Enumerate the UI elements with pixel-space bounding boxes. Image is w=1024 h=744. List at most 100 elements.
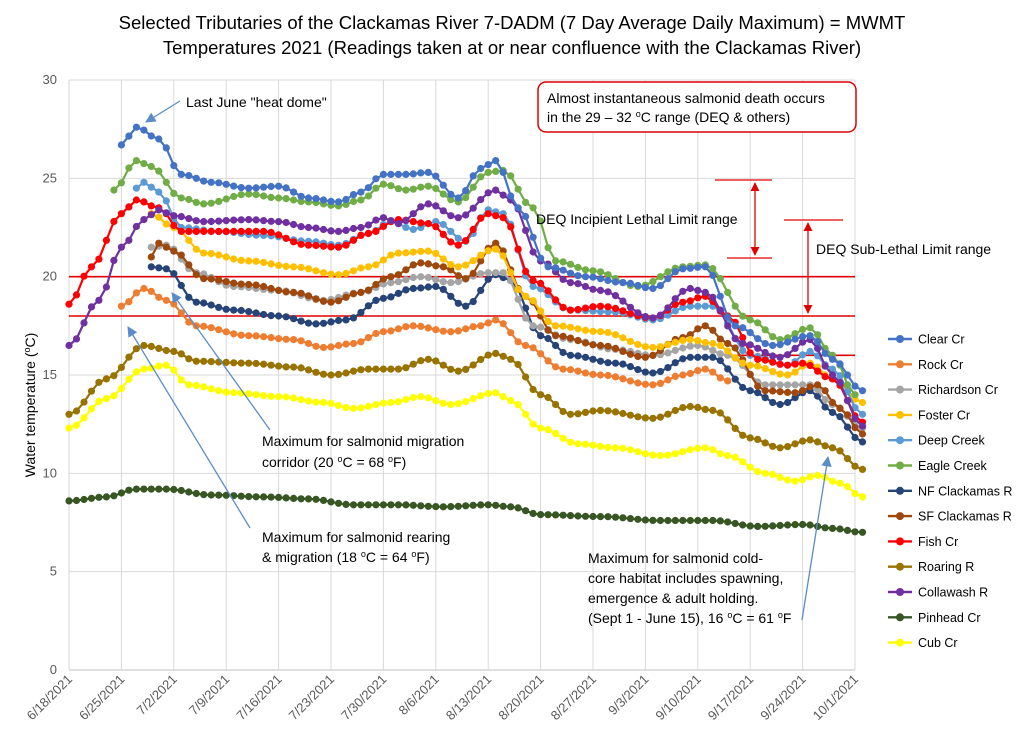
data-point [724, 452, 732, 460]
data-point [664, 410, 672, 418]
data-point [394, 501, 402, 509]
data-point [110, 186, 118, 194]
data-point [290, 394, 298, 402]
data-point [290, 196, 298, 204]
legend-swatch-marker [896, 385, 904, 394]
data-point [828, 408, 837, 416]
data-point [132, 184, 140, 192]
data-point [799, 359, 807, 367]
data-point [102, 493, 110, 501]
data-point [619, 360, 627, 368]
legend-item: Richardson Cr [888, 383, 998, 397]
data-point [252, 281, 260, 289]
data-point [290, 220, 298, 229]
data-point [95, 397, 103, 405]
legend-swatch-marker [896, 360, 904, 369]
data-point [222, 253, 230, 261]
data-point [387, 327, 395, 335]
data-point [769, 368, 777, 376]
data-point [215, 491, 223, 499]
data-point [170, 366, 178, 374]
data-point [102, 283, 110, 291]
data-point [297, 317, 305, 325]
legend-item: Cub Cr [888, 636, 958, 650]
data-point [522, 292, 530, 300]
data-point [282, 313, 290, 321]
series-pinhead-cr [65, 485, 867, 536]
data-point [843, 411, 852, 419]
data-point [679, 303, 687, 312]
data-point [581, 408, 590, 416]
x-tick-label: 7/30/2021 [338, 672, 390, 724]
data-point [799, 381, 807, 389]
data-point [379, 275, 387, 283]
data-point [65, 341, 73, 350]
data-point [402, 249, 410, 257]
data-point [290, 363, 298, 371]
data-point [799, 333, 807, 341]
data-point [664, 341, 672, 349]
data-point [275, 493, 283, 501]
sublethal-label: DEQ Sub-Lethal Limit range [816, 241, 991, 257]
data-point [552, 400, 560, 409]
data-point [492, 269, 500, 277]
data-point [761, 387, 769, 395]
data-point [522, 410, 530, 418]
data-point [739, 359, 747, 367]
data-point [739, 334, 747, 342]
data-point [372, 175, 380, 183]
data-point [394, 185, 402, 193]
data-point [192, 271, 200, 279]
data-point [566, 269, 575, 277]
data-point [462, 194, 470, 202]
data-point [499, 168, 507, 176]
legend-label: NF Clackamas R [918, 484, 1012, 498]
data-point [132, 289, 140, 297]
data-point [72, 291, 81, 299]
legend-swatch-marker [896, 436, 904, 445]
data-point [514, 338, 522, 346]
data-point [566, 323, 575, 331]
data-point [252, 391, 260, 399]
data-point [312, 241, 320, 250]
data-point [828, 355, 837, 363]
data-point [724, 322, 732, 330]
data-point [821, 403, 829, 411]
data-point [664, 451, 672, 459]
data-point [529, 344, 537, 352]
data-point [574, 440, 582, 448]
data-point [417, 393, 425, 401]
data-point [155, 213, 163, 221]
data-point [552, 296, 560, 304]
data-point [731, 354, 739, 362]
data-point [544, 326, 552, 334]
data-point [724, 339, 732, 348]
data-point [462, 211, 470, 219]
data-point [709, 516, 717, 525]
data-point [574, 337, 582, 345]
data-point [275, 182, 283, 190]
data-point [851, 462, 859, 470]
data-point [147, 183, 155, 191]
data-point [260, 282, 268, 291]
data-point [724, 416, 732, 424]
death-box-line-2: in the 29 – 32 oC range (DEQ & others) [547, 109, 790, 125]
data-point [641, 380, 650, 388]
data-point [252, 257, 260, 265]
data-point [754, 468, 762, 476]
data-point [566, 410, 575, 418]
data-point [671, 406, 679, 415]
data-point [222, 491, 230, 499]
data-point [791, 477, 799, 485]
data-point [394, 398, 402, 406]
data-point [858, 528, 867, 536]
data-point [492, 349, 500, 357]
data-point [492, 239, 500, 247]
data-point [372, 261, 380, 269]
data-point [611, 344, 620, 352]
data-point [140, 216, 148, 224]
data-point [304, 223, 313, 232]
data-point [462, 187, 470, 195]
data-point [469, 172, 477, 180]
